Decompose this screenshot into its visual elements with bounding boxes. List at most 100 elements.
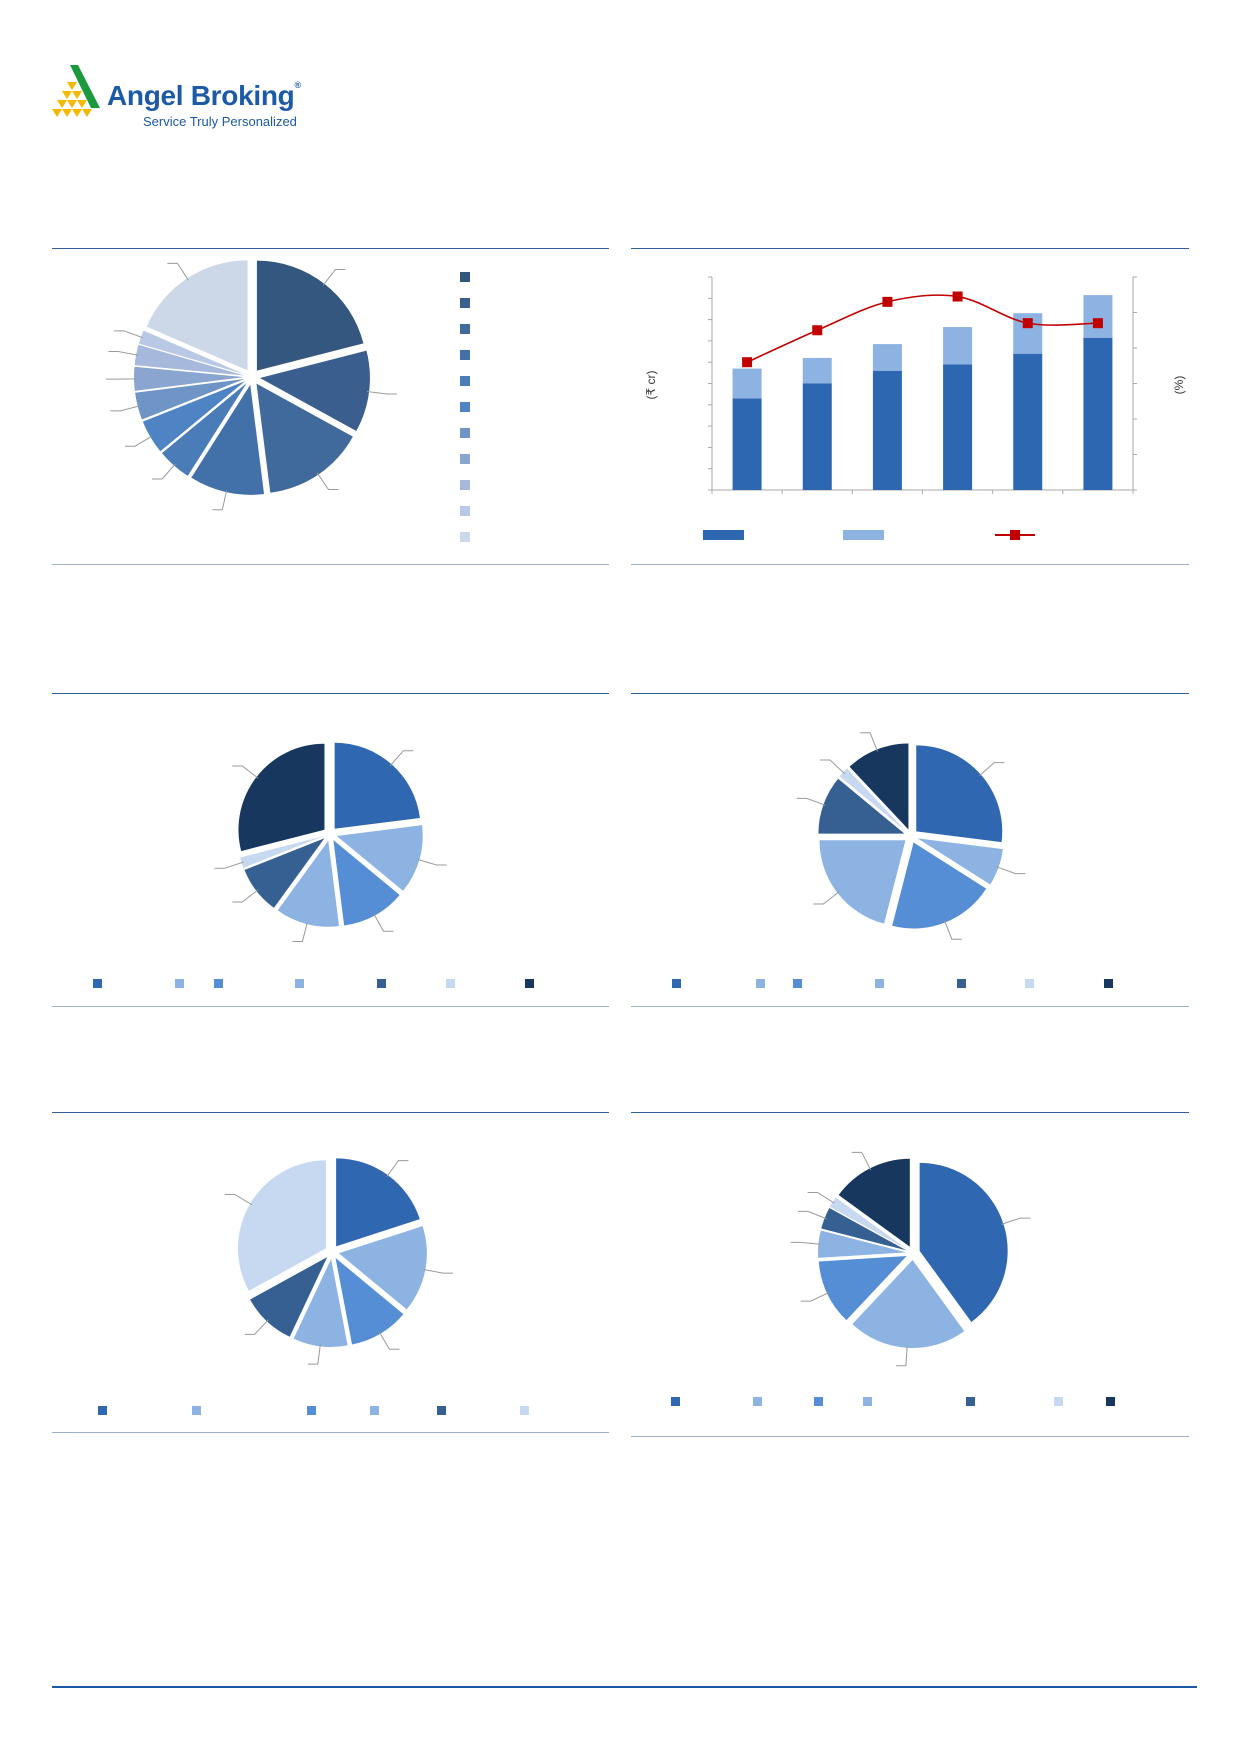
leader-line [367, 391, 397, 395]
leader-line [790, 1241, 821, 1245]
leader-line [378, 1331, 400, 1350]
leader-line [996, 866, 1026, 875]
divider [52, 1112, 609, 1113]
pie-slice [293, 1258, 348, 1347]
leader-line [316, 472, 339, 490]
legend-swatch [875, 979, 884, 988]
bar-segment-base [1083, 337, 1113, 490]
legend-swatch [460, 376, 470, 386]
pie-slice [849, 743, 909, 830]
pie-slice [917, 838, 1003, 885]
logo-triangle [67, 100, 77, 108]
bar-segment-base [872, 370, 902, 490]
pie-slice [821, 1208, 907, 1251]
logo-triangle [52, 109, 62, 117]
leader-line [978, 762, 1005, 777]
pie-slice [919, 1162, 1008, 1323]
legend-swatch [377, 979, 386, 988]
leader-line [813, 891, 840, 905]
logo-triangle [62, 91, 72, 99]
pie-slice [135, 378, 245, 420]
pie-slice [134, 366, 245, 391]
line-marker [1022, 318, 1033, 329]
line-series [746, 294, 1098, 363]
divider [52, 693, 609, 694]
leader-line [232, 765, 259, 779]
leader-line [110, 405, 140, 412]
pie-chart-4 [224, 1158, 453, 1365]
pie-slice [818, 1230, 907, 1258]
legend-swatch [756, 979, 765, 988]
pie-slice [161, 383, 247, 476]
logo-triangle [72, 91, 82, 99]
pie-3-legend [672, 979, 1113, 988]
leader-line [417, 858, 447, 866]
pie-slice [338, 1226, 427, 1310]
logo-tagline: Service Truly Personalized [143, 114, 297, 129]
legend-swatch [98, 1406, 107, 1415]
divider [631, 1006, 1189, 1007]
logo-triangle [82, 109, 92, 117]
leader-line [796, 797, 826, 806]
logo-triangle [72, 109, 82, 117]
leader-line [114, 330, 144, 339]
legend-swatch [525, 979, 534, 988]
legend-swatch [957, 979, 966, 988]
legend-swatch [460, 298, 470, 308]
legend-swatch [307, 1406, 316, 1415]
leader-line [212, 490, 228, 511]
leader-line [232, 889, 259, 903]
legend-swatch [672, 979, 681, 988]
logo-triangle [77, 100, 87, 108]
legend-swatch [753, 1397, 762, 1406]
pie-slice [819, 840, 906, 924]
legend-swatch [793, 979, 802, 988]
pie-slice [838, 1158, 910, 1247]
legend-swatch [370, 1406, 379, 1415]
leader-line [292, 922, 308, 943]
pie-slice [191, 384, 265, 495]
logo-triangle [62, 109, 72, 117]
bar-segment-base [1013, 353, 1043, 490]
divider [52, 564, 609, 565]
logo-mark-icon [52, 65, 100, 117]
bar-chart-legend [703, 530, 1035, 540]
line-marker [952, 291, 963, 302]
leader-line [944, 920, 962, 940]
legend-swatch [1054, 1397, 1063, 1406]
line-marker [742, 357, 753, 368]
leader-line [895, 1345, 908, 1367]
pie-slice [250, 1257, 328, 1337]
pie-slice [240, 836, 324, 868]
legend-swatch [814, 1397, 823, 1406]
legend-swatch [966, 1397, 975, 1406]
legend-swatch [1104, 979, 1113, 988]
leader-line [152, 463, 176, 480]
pie-slice [336, 1158, 420, 1247]
leader-line [108, 351, 139, 356]
legend-swatch [520, 1406, 529, 1415]
pie-slice [333, 840, 400, 926]
logo-triangle [67, 82, 77, 90]
pie-slice [818, 778, 905, 834]
pie-2-legend [93, 979, 534, 988]
pie-slice [138, 330, 245, 375]
pie-slice [238, 743, 325, 852]
pie-1-legend [460, 272, 470, 542]
pie-slice [818, 1255, 907, 1321]
line-marker [1092, 318, 1103, 329]
legend-swatch [214, 979, 223, 988]
pie-slice [259, 350, 370, 431]
pie-slice [237, 1160, 326, 1291]
divider [631, 564, 1189, 565]
leader-line [224, 1193, 253, 1206]
legend-swatch [671, 1397, 680, 1406]
pie-slice [829, 1197, 908, 1250]
legend-swatch [1106, 1397, 1115, 1406]
leader-line [386, 1160, 409, 1178]
pie-chart-5 [790, 1151, 1031, 1367]
legend-swatch [1025, 979, 1034, 988]
legend-swatch [460, 402, 470, 412]
leader-line [167, 262, 189, 281]
leader-line [214, 861, 244, 869]
